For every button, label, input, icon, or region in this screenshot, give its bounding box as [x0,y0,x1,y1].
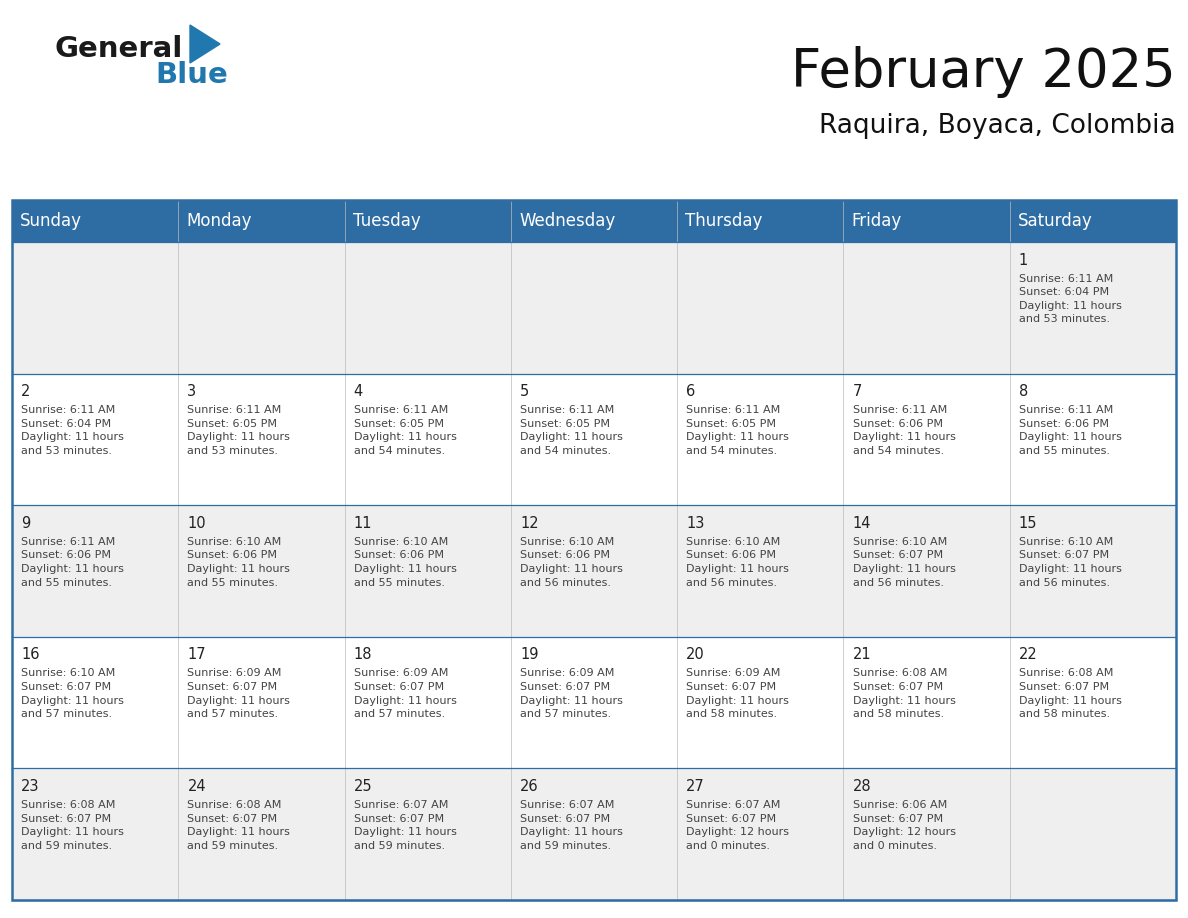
Text: 1: 1 [1019,252,1028,267]
Text: 13: 13 [687,516,704,531]
Text: Sunday: Sunday [20,212,82,230]
Polygon shape [190,25,220,63]
Text: 6: 6 [687,384,695,399]
Text: 3: 3 [188,384,196,399]
Text: 12: 12 [520,516,538,531]
Text: Sunrise: 6:09 AM
Sunset: 6:07 PM
Daylight: 11 hours
and 57 minutes.: Sunrise: 6:09 AM Sunset: 6:07 PM Dayligh… [188,668,290,719]
Text: Wednesday: Wednesday [519,212,615,230]
Text: Friday: Friday [852,212,902,230]
Text: Sunrise: 6:10 AM
Sunset: 6:07 PM
Daylight: 11 hours
and 56 minutes.: Sunrise: 6:10 AM Sunset: 6:07 PM Dayligh… [1019,537,1121,588]
Bar [12,200,1176,242]
Text: 26: 26 [520,779,538,794]
Text: Saturday: Saturday [1018,212,1093,230]
Bar [12,242,1176,374]
Text: 9: 9 [21,516,31,531]
Text: Sunrise: 6:07 AM
Sunset: 6:07 PM
Daylight: 12 hours
and 0 minutes.: Sunrise: 6:07 AM Sunset: 6:07 PM Dayligh… [687,800,789,851]
Text: Sunrise: 6:06 AM
Sunset: 6:07 PM
Daylight: 12 hours
and 0 minutes.: Sunrise: 6:06 AM Sunset: 6:07 PM Dayligh… [853,800,955,851]
Text: General: General [55,35,183,63]
Text: Sunrise: 6:09 AM
Sunset: 6:07 PM
Daylight: 11 hours
and 57 minutes.: Sunrise: 6:09 AM Sunset: 6:07 PM Dayligh… [520,668,623,719]
Text: Monday: Monday [187,212,252,230]
Text: Sunrise: 6:08 AM
Sunset: 6:07 PM
Daylight: 11 hours
and 58 minutes.: Sunrise: 6:08 AM Sunset: 6:07 PM Dayligh… [1019,668,1121,719]
Text: Sunrise: 6:10 AM
Sunset: 6:06 PM
Daylight: 11 hours
and 56 minutes.: Sunrise: 6:10 AM Sunset: 6:06 PM Dayligh… [687,537,789,588]
Text: Thursday: Thursday [685,212,763,230]
Text: Sunrise: 6:09 AM
Sunset: 6:07 PM
Daylight: 11 hours
and 58 minutes.: Sunrise: 6:09 AM Sunset: 6:07 PM Dayligh… [687,668,789,719]
Text: Sunrise: 6:10 AM
Sunset: 6:06 PM
Daylight: 11 hours
and 55 minutes.: Sunrise: 6:10 AM Sunset: 6:06 PM Dayligh… [354,537,456,588]
Bar [12,374,1176,505]
Text: 25: 25 [354,779,372,794]
Text: 2: 2 [21,384,31,399]
Text: Sunrise: 6:09 AM
Sunset: 6:07 PM
Daylight: 11 hours
and 57 minutes.: Sunrise: 6:09 AM Sunset: 6:07 PM Dayligh… [354,668,456,719]
Text: February 2025: February 2025 [791,46,1176,98]
Text: Sunrise: 6:07 AM
Sunset: 6:07 PM
Daylight: 11 hours
and 59 minutes.: Sunrise: 6:07 AM Sunset: 6:07 PM Dayligh… [520,800,623,851]
Text: Sunrise: 6:11 AM
Sunset: 6:05 PM
Daylight: 11 hours
and 53 minutes.: Sunrise: 6:11 AM Sunset: 6:05 PM Dayligh… [188,405,290,456]
Text: 21: 21 [853,647,871,662]
Text: 24: 24 [188,779,206,794]
Text: 20: 20 [687,647,704,662]
Text: Sunrise: 6:10 AM
Sunset: 6:06 PM
Daylight: 11 hours
and 55 minutes.: Sunrise: 6:10 AM Sunset: 6:06 PM Dayligh… [188,537,290,588]
Text: Sunrise: 6:11 AM
Sunset: 6:04 PM
Daylight: 11 hours
and 53 minutes.: Sunrise: 6:11 AM Sunset: 6:04 PM Dayligh… [1019,274,1121,324]
Text: 28: 28 [853,779,871,794]
Text: 18: 18 [354,647,372,662]
Text: Raquira, Boyaca, Colombia: Raquira, Boyaca, Colombia [820,113,1176,139]
Text: 14: 14 [853,516,871,531]
Text: Sunrise: 6:08 AM
Sunset: 6:07 PM
Daylight: 11 hours
and 58 minutes.: Sunrise: 6:08 AM Sunset: 6:07 PM Dayligh… [853,668,955,719]
Bar [12,768,1176,900]
Text: 7: 7 [853,384,862,399]
Text: 8: 8 [1019,384,1028,399]
Text: Sunrise: 6:11 AM
Sunset: 6:06 PM
Daylight: 11 hours
and 55 minutes.: Sunrise: 6:11 AM Sunset: 6:06 PM Dayligh… [21,537,124,588]
Text: 19: 19 [520,647,538,662]
Bar [12,200,1176,900]
Text: 16: 16 [21,647,39,662]
Text: 11: 11 [354,516,372,531]
Text: 22: 22 [1019,647,1037,662]
Text: 4: 4 [354,384,364,399]
Text: 15: 15 [1019,516,1037,531]
Text: 17: 17 [188,647,206,662]
Text: Sunrise: 6:07 AM
Sunset: 6:07 PM
Daylight: 11 hours
and 59 minutes.: Sunrise: 6:07 AM Sunset: 6:07 PM Dayligh… [354,800,456,851]
Text: Blue: Blue [154,61,228,89]
Text: Sunrise: 6:11 AM
Sunset: 6:06 PM
Daylight: 11 hours
and 54 minutes.: Sunrise: 6:11 AM Sunset: 6:06 PM Dayligh… [853,405,955,456]
Text: Sunrise: 6:11 AM
Sunset: 6:06 PM
Daylight: 11 hours
and 55 minutes.: Sunrise: 6:11 AM Sunset: 6:06 PM Dayligh… [1019,405,1121,456]
Bar [12,637,1176,768]
Text: Sunrise: 6:11 AM
Sunset: 6:05 PM
Daylight: 11 hours
and 54 minutes.: Sunrise: 6:11 AM Sunset: 6:05 PM Dayligh… [520,405,623,456]
Text: 27: 27 [687,779,704,794]
Text: Sunrise: 6:10 AM
Sunset: 6:07 PM
Daylight: 11 hours
and 57 minutes.: Sunrise: 6:10 AM Sunset: 6:07 PM Dayligh… [21,668,124,719]
Text: 23: 23 [21,779,39,794]
Text: Sunrise: 6:11 AM
Sunset: 6:05 PM
Daylight: 11 hours
and 54 minutes.: Sunrise: 6:11 AM Sunset: 6:05 PM Dayligh… [687,405,789,456]
Text: Sunrise: 6:10 AM
Sunset: 6:06 PM
Daylight: 11 hours
and 56 minutes.: Sunrise: 6:10 AM Sunset: 6:06 PM Dayligh… [520,537,623,588]
Bar [12,505,1176,637]
Text: Sunrise: 6:08 AM
Sunset: 6:07 PM
Daylight: 11 hours
and 59 minutes.: Sunrise: 6:08 AM Sunset: 6:07 PM Dayligh… [21,800,124,851]
Text: Sunrise: 6:10 AM
Sunset: 6:07 PM
Daylight: 11 hours
and 56 minutes.: Sunrise: 6:10 AM Sunset: 6:07 PM Dayligh… [853,537,955,588]
Text: Sunrise: 6:11 AM
Sunset: 6:04 PM
Daylight: 11 hours
and 53 minutes.: Sunrise: 6:11 AM Sunset: 6:04 PM Dayligh… [21,405,124,456]
Text: Tuesday: Tuesday [353,212,421,230]
Text: 10: 10 [188,516,206,531]
Text: Sunrise: 6:08 AM
Sunset: 6:07 PM
Daylight: 11 hours
and 59 minutes.: Sunrise: 6:08 AM Sunset: 6:07 PM Dayligh… [188,800,290,851]
Text: Sunrise: 6:11 AM
Sunset: 6:05 PM
Daylight: 11 hours
and 54 minutes.: Sunrise: 6:11 AM Sunset: 6:05 PM Dayligh… [354,405,456,456]
Text: 5: 5 [520,384,529,399]
